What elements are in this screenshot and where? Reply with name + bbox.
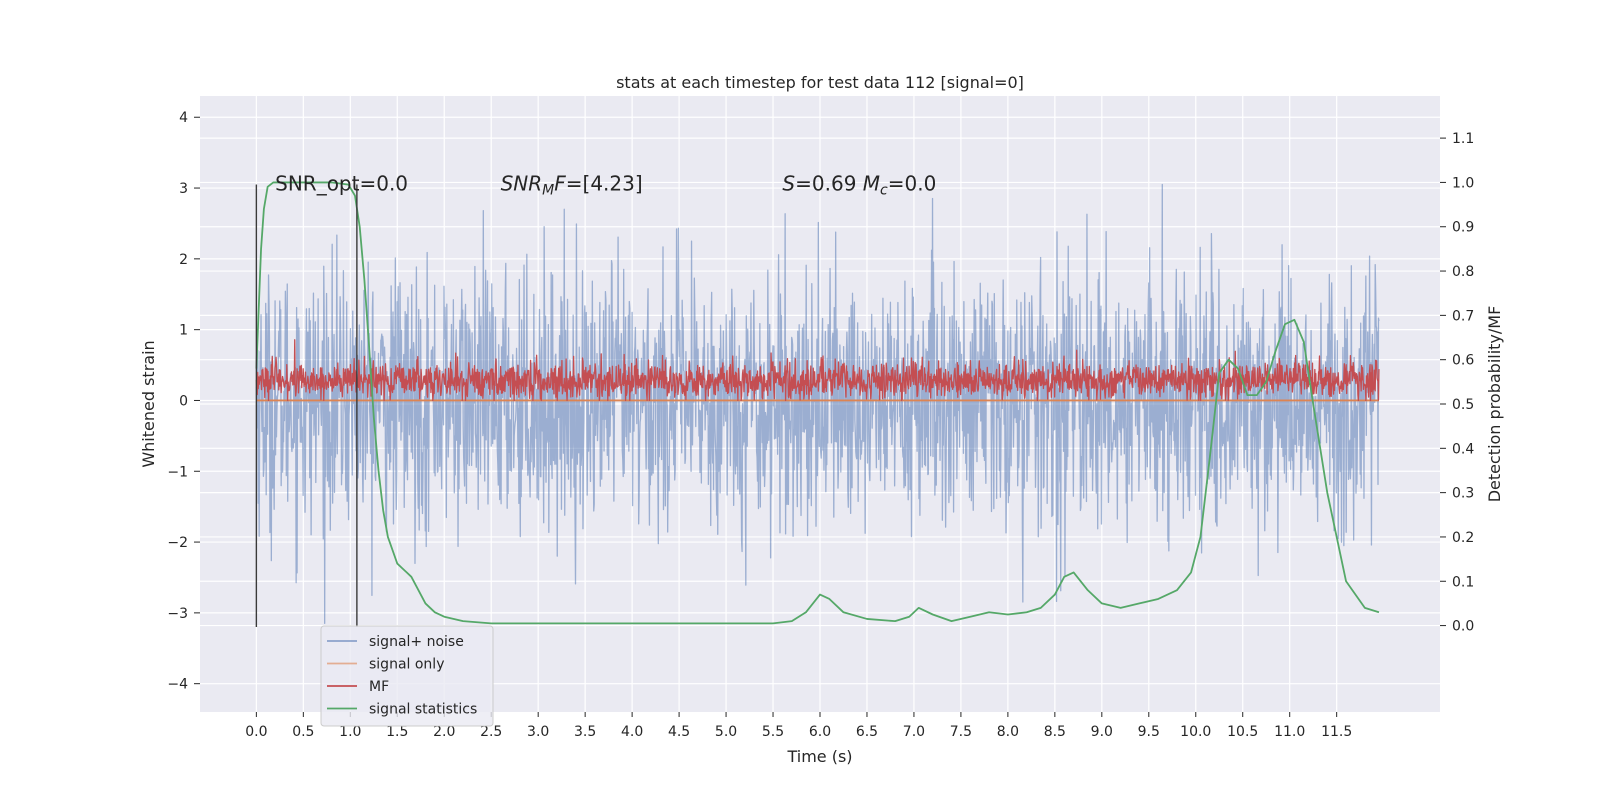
- y-tick-label: 2: [179, 252, 188, 268]
- annotation-part: =[4.23]: [566, 172, 643, 196]
- y-tick-label: 1: [179, 323, 188, 339]
- y2-axis-label: Detection probability/MF: [1485, 306, 1504, 503]
- x-tick-label: 6.0: [809, 724, 831, 740]
- x-tick-label: 7.0: [903, 724, 925, 740]
- y-tick-label: 3: [179, 181, 188, 197]
- x-tick-label: 4.5: [668, 724, 690, 740]
- annotation-part: =0.69: [795, 172, 863, 196]
- y2-tick-label: 0.8: [1452, 264, 1474, 280]
- annotation-part: S: [782, 172, 795, 196]
- series-mf: [255, 339, 1380, 402]
- y-tick-label: −1: [167, 464, 188, 480]
- y-tick-label: 0: [179, 393, 188, 409]
- y2-tick-label: 0.9: [1452, 220, 1474, 236]
- legend-label: signal statistics: [369, 702, 477, 718]
- x-tick-label: 11.0: [1274, 724, 1305, 740]
- x-tick-label: 2.5: [480, 724, 502, 740]
- y2-tick-label: 0.6: [1452, 353, 1474, 369]
- y2-tick-label: 0.5: [1452, 397, 1474, 413]
- chart-title: stats at each timestep for test data 112…: [616, 73, 1024, 92]
- y2-tick-label: 0.4: [1452, 441, 1474, 457]
- x-tick-label: 1.0: [339, 724, 361, 740]
- x-tick-label: 4.0: [621, 724, 643, 740]
- x-tick-label: 5.0: [715, 724, 737, 740]
- annotation-part: SNR_opt=0.0: [275, 172, 408, 196]
- x-tick-label: 10.5: [1227, 724, 1258, 740]
- annotation: S=0.69 Mc=0.0: [782, 172, 936, 199]
- y2-tick-label: 0.1: [1452, 574, 1474, 590]
- x-tick-label: 3.5: [574, 724, 596, 740]
- annotation: SNRMF=[4.23]: [501, 172, 643, 199]
- y-tick-label: −4: [167, 677, 188, 693]
- x-tick-label: 0.5: [292, 724, 314, 740]
- x-axis-ticks: 0.0 0.5 1.0 1.5 2.0 2.5 3.0 3.5 4.0 4.5 5.0 5.5 6.0 6…: [245, 712, 1352, 740]
- legend-label: MF: [369, 679, 389, 695]
- x-tick-label: 1.5: [386, 724, 408, 740]
- x-tick-label: 0.0: [245, 724, 267, 740]
- y-tick-label: −3: [167, 606, 188, 622]
- legend-box: [320, 625, 494, 727]
- y-tick-label: 4: [179, 110, 188, 126]
- grid: [200, 96, 1440, 712]
- x-axis-label: Time (s): [786, 747, 852, 766]
- series-signal-statistics: [255, 181, 1380, 625]
- annotation-part: F: [554, 172, 566, 196]
- y2-tick-label: 0.0: [1452, 619, 1474, 635]
- x-tick-label: 5.5: [762, 724, 784, 740]
- legend-label: signal+ noise: [369, 634, 464, 650]
- x-tick-label: 9.0: [1091, 724, 1113, 740]
- x-tick-label: 10.0: [1180, 724, 1211, 740]
- annotation: SNR_opt=0.0: [275, 172, 408, 196]
- y2-tick-label: 1.0: [1452, 175, 1474, 191]
- x-tick-label: 6.5: [856, 724, 878, 740]
- y2-axis-ticks: 0.0 0.1 0.2 0.3 0.4 0.5 0.6 0.7 0.8 0.9 1.0 1.1: [1440, 131, 1474, 635]
- x-tick-label: 9.5: [1138, 724, 1160, 740]
- annotation-part: =0.0: [888, 172, 937, 196]
- annotation-part: M: [863, 172, 880, 196]
- series-signal-noise: [255, 183, 1380, 625]
- y-axis-label: Whitened strain: [139, 340, 158, 467]
- y2-tick-label: 0.7: [1452, 308, 1474, 324]
- legend-label: signal only: [369, 657, 444, 673]
- series-layer: [255, 181, 1380, 625]
- x-tick-label: 7.5: [950, 724, 972, 740]
- annotation-part: SNR: [501, 172, 543, 196]
- x-tick-label: 8.5: [1044, 724, 1066, 740]
- legend: signal+ noise signal only MF signal statist…: [320, 625, 494, 727]
- y2-tick-label: 1.1: [1452, 131, 1474, 147]
- annotation-part: c: [880, 182, 888, 198]
- y-axis-ticks: −4 −3 −2 −1 0 1 2 3 4: [167, 110, 200, 693]
- y2-tick-label: 0.2: [1452, 530, 1474, 546]
- x-tick-label: 2.0: [433, 724, 455, 740]
- annotations: SNR_opt=0.0 SNRMF=[4.23] S=0.69 Mc=0.0: [275, 172, 936, 199]
- vertical-markers: [255, 184, 358, 628]
- x-tick-label: 8.0: [997, 724, 1019, 740]
- x-tick-label: 3.0: [527, 724, 549, 740]
- annotation-part: M: [542, 182, 554, 198]
- x-tick-label: 11.5: [1321, 724, 1352, 740]
- y-tick-label: −2: [167, 535, 188, 551]
- y2-tick-label: 0.3: [1452, 486, 1474, 502]
